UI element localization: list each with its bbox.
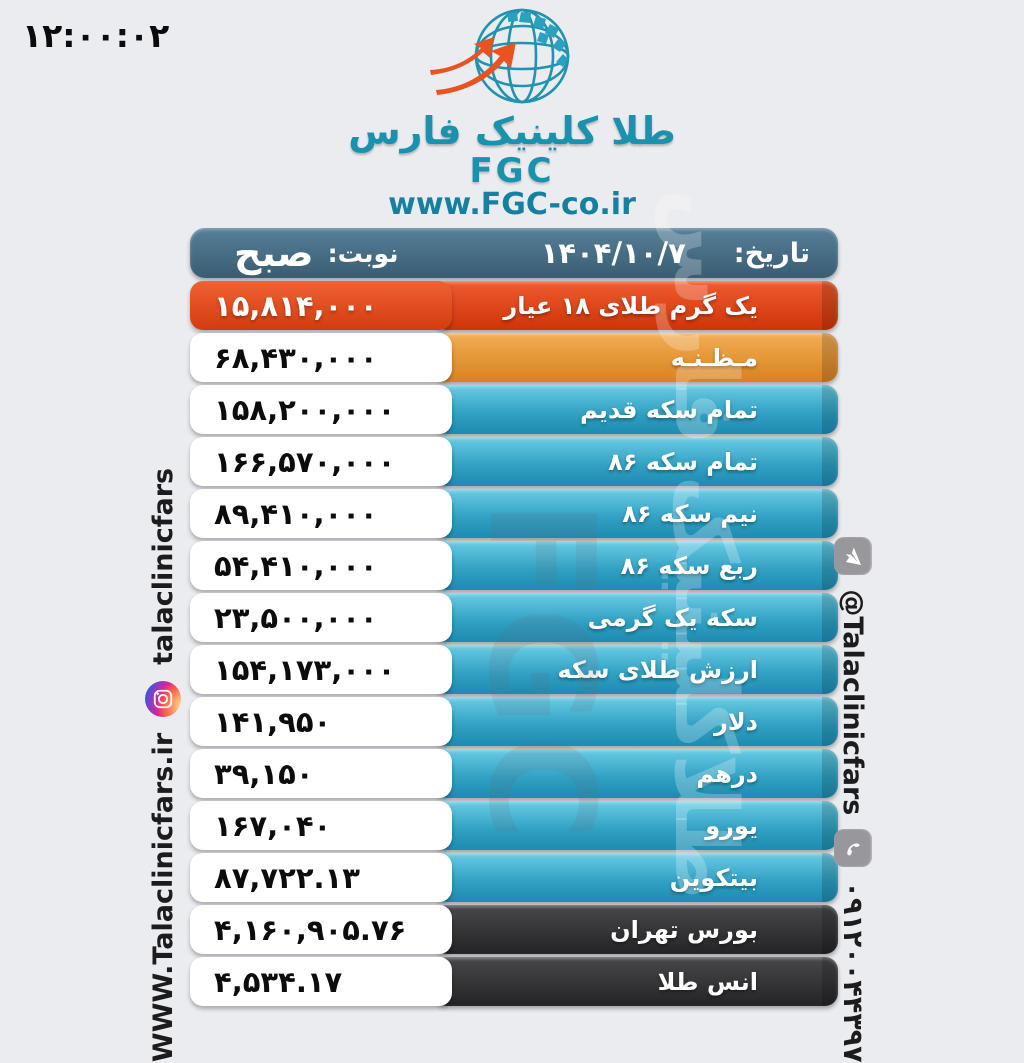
- brand-name-fa: طلا کلینیک فارس: [348, 109, 676, 153]
- price-value: ۵۴,۴۱۰,۰۰۰: [190, 541, 452, 590]
- price-value: ۱۵,۸۱۴,۰۰۰: [190, 281, 452, 330]
- brand-website: www.FGC-co.ir: [388, 187, 636, 222]
- table-row: ۱۶۷,۰۴۰ یورو: [190, 801, 838, 850]
- table-row: ۳۹,۱۵۰ درهم: [190, 749, 838, 798]
- telegram-icon: [834, 537, 872, 576]
- item-label: یک گرم طلای ۱۸ عیار: [434, 281, 838, 330]
- price-value: ۴,۵۳۴.۱۷: [190, 957, 452, 1006]
- table-row: ۲۳,۵۰۰,۰۰۰ سکه یک گرمی: [190, 593, 838, 642]
- table-row: ۱۵۴,۱۷۳,۰۰۰ ارزش طلای سکه: [190, 645, 838, 694]
- item-label: نیم سکه ۸۶: [434, 489, 838, 538]
- table-row: ۵۴,۴۱۰,۰۰۰ ربع سکه ۸۶: [190, 541, 838, 590]
- logo: طلا کلینیک فارس FGC www.FGC-co.ir: [0, 4, 1024, 220]
- price-value: ۱۶۶,۵۷۰,۰۰۰: [190, 437, 452, 486]
- price-value: ۱۶۷,۰۴۰: [190, 801, 452, 850]
- table-row: ۱۵,۸۱۴,۰۰۰ یک گرم طلای ۱۸ عیار: [190, 281, 838, 330]
- price-value: ۸۷,۷۲۲.۱۳: [190, 853, 452, 902]
- item-label: یورو: [434, 801, 838, 850]
- item-label: درهم: [434, 749, 838, 798]
- brand-abbr: FGC: [469, 151, 555, 191]
- item-label: سکه یک گرمی: [434, 593, 838, 642]
- price-value: ۲۳,۵۰۰,۰۰۰: [190, 593, 452, 642]
- table-row: ۶۸,۴۳۰,۰۰۰ مـظـنـه: [190, 333, 838, 382]
- shift-group: نوبت: صبح: [234, 231, 399, 275]
- table-row: ۱۴۱,۹۵۰ دلار: [190, 697, 838, 746]
- telegram-handle-text: @Talaclinicfars: [837, 589, 869, 816]
- price-value: ۱۴۱,۹۵۰: [190, 697, 452, 746]
- instagram-handle-text: talaclinicfars: [147, 467, 179, 665]
- clock-time: ۱۲:۰۰:۰۲: [22, 16, 170, 55]
- globe-logo-icon: [430, 8, 570, 104]
- instagram-icon: [145, 680, 181, 717]
- table-row: ۱۵۸,۲۰۰,۰۰۰ تمام سکه قدیم: [190, 385, 838, 434]
- price-value: ۳۹,۱۵۰: [190, 749, 452, 798]
- date-group: تاریخ: ۱۴۰۴/۱۰/۷: [541, 236, 810, 270]
- price-value: ۸۹,۴۱۰,۰۰۰: [190, 489, 452, 538]
- item-label: تمام سکه قدیم: [434, 385, 838, 434]
- table-row: ۴,۵۳۴.۱۷ انس طلا: [190, 957, 838, 1006]
- item-label: ارزش طلای سکه: [434, 645, 838, 694]
- item-label: ربع سکه ۸۶: [434, 541, 838, 590]
- item-label: بورس تهران: [434, 905, 838, 954]
- item-label: بیتکوین: [434, 853, 838, 902]
- shift-label: نوبت:: [327, 238, 399, 268]
- price-value: ۴,۱۶۰,۹۰۵.۷۶: [190, 905, 452, 954]
- instagram-strip: WWW.Talaclinicfars.ir talaclinicfars: [139, 468, 187, 1062]
- table-row: ۴,۱۶۰,۹۰۵.۷۶ بورس تهران: [190, 905, 838, 954]
- website-text: WWW.Talaclinicfars.ir: [147, 732, 179, 1063]
- item-label: دلار: [434, 697, 838, 746]
- price-value: ۱۵۴,۱۷۳,۰۰۰: [190, 645, 452, 694]
- date-label: تاریخ:: [733, 237, 810, 269]
- contact-strip: @Talaclinicfars ۰۹۱۲۰۰۴۴۳۹۷: [828, 537, 878, 1063]
- date-value: ۱۴۰۴/۱۰/۷: [540, 236, 686, 270]
- item-label: انس طلا: [434, 957, 838, 1006]
- table-row: ۸۹,۴۱۰,۰۰۰ نیم سکه ۸۶: [190, 489, 838, 538]
- item-label: مـظـنـه: [434, 333, 838, 382]
- table-header-row: تاریخ: ۱۴۰۴/۱۰/۷ نوبت: صبح: [190, 228, 838, 278]
- price-value: ۱۵۸,۲۰۰,۰۰۰: [190, 385, 452, 434]
- table-row: ۱۶۶,۵۷۰,۰۰۰ تمام سکه ۸۶: [190, 437, 838, 486]
- table-row: ۸۷,۷۲۲.۱۳ بیتکوین: [190, 853, 838, 902]
- price-table-rows: ۱۵,۸۱۴,۰۰۰ یک گرم طلای ۱۸ عیار ۶۸,۴۳۰,۰۰…: [190, 281, 838, 1006]
- item-label: تمام سکه ۸۶: [434, 437, 838, 486]
- price-table: تاریخ: ۱۴۰۴/۱۰/۷ نوبت: صبح ۱۵,۸۱۴,۰۰۰ یک…: [190, 228, 838, 1009]
- price-value: ۶۸,۴۳۰,۰۰۰: [190, 333, 452, 382]
- phone-number-text: ۰۹۱۲۰۰۴۴۳۹۷: [837, 881, 869, 1063]
- phone-icon: [834, 829, 872, 868]
- shift-value: صبح: [234, 231, 314, 275]
